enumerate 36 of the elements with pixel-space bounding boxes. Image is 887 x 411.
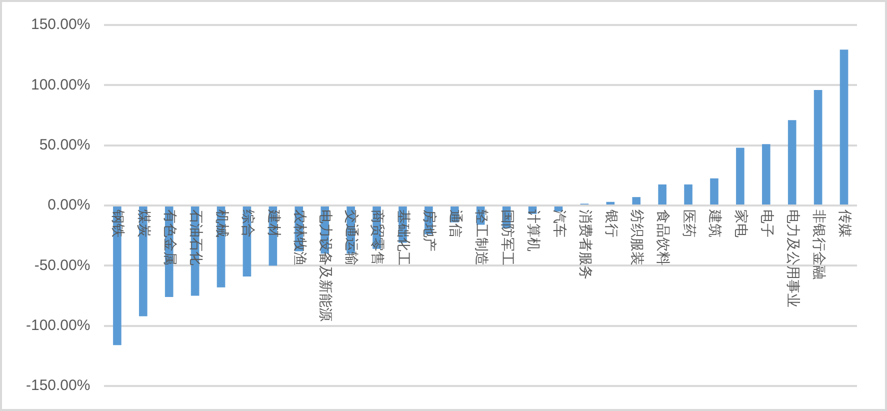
x-tick-label: 商贸零售 (369, 210, 386, 266)
y-tick-label: -150.00% (26, 377, 90, 394)
x-tick-label: 交通运输 (343, 210, 360, 266)
x-tick-label: 电力及公用事业 (784, 210, 800, 308)
y-tick-label: -50.00% (34, 256, 90, 274)
x-tick-label: 非银行金融 (810, 210, 826, 280)
x-tick-label: 轻工制造 (472, 210, 489, 266)
y-tick-label: 150.00% (30, 16, 90, 34)
x-tick-label: 农林牧渔 (291, 210, 308, 266)
x-tick-label: 石油石化 (187, 210, 204, 266)
x-tick-label: 汽车 (550, 210, 567, 238)
x-tick-label: 纺织服装 (628, 210, 645, 266)
x-tick-label: 电子 (758, 210, 775, 238)
y-tick-label: 50.00% (39, 136, 90, 154)
x-tick-label: 传媒 (836, 210, 852, 238)
x-tick-label: 消费者服务 (576, 210, 593, 280)
x-tick-label: 食品饮料 (654, 210, 671, 266)
x-tick-label: 综合 (239, 210, 256, 238)
x-tick-label: 电力设备及新能源 (317, 210, 334, 322)
x-tick-label: 通信 (447, 210, 464, 238)
x-tick-label: 煤炭 (136, 210, 152, 238)
x-tick-label: 医药 (680, 210, 697, 238)
x-tick-label: 银行 (602, 208, 619, 238)
x-tick-label: 建材 (265, 208, 282, 238)
y-tick-label: 0.00% (48, 196, 90, 214)
x-tick-label: 房地产 (421, 210, 438, 252)
x-tick-label: 钢铁 (110, 208, 126, 238)
x-tick-label: 计算机 (524, 210, 541, 252)
x-tick-label: 国防军工 (498, 210, 515, 266)
x-tick-label: 机械 (213, 210, 230, 238)
x-tick-label: 有色金属 (161, 210, 178, 266)
y-tick-label: 100.00% (30, 76, 90, 94)
x-tick-label: 建筑 (706, 208, 723, 238)
y-tick-label: -100.00% (26, 316, 90, 334)
x-tick-label: 家电 (732, 210, 749, 238)
x-tick-label: 基础化工 (395, 210, 412, 266)
